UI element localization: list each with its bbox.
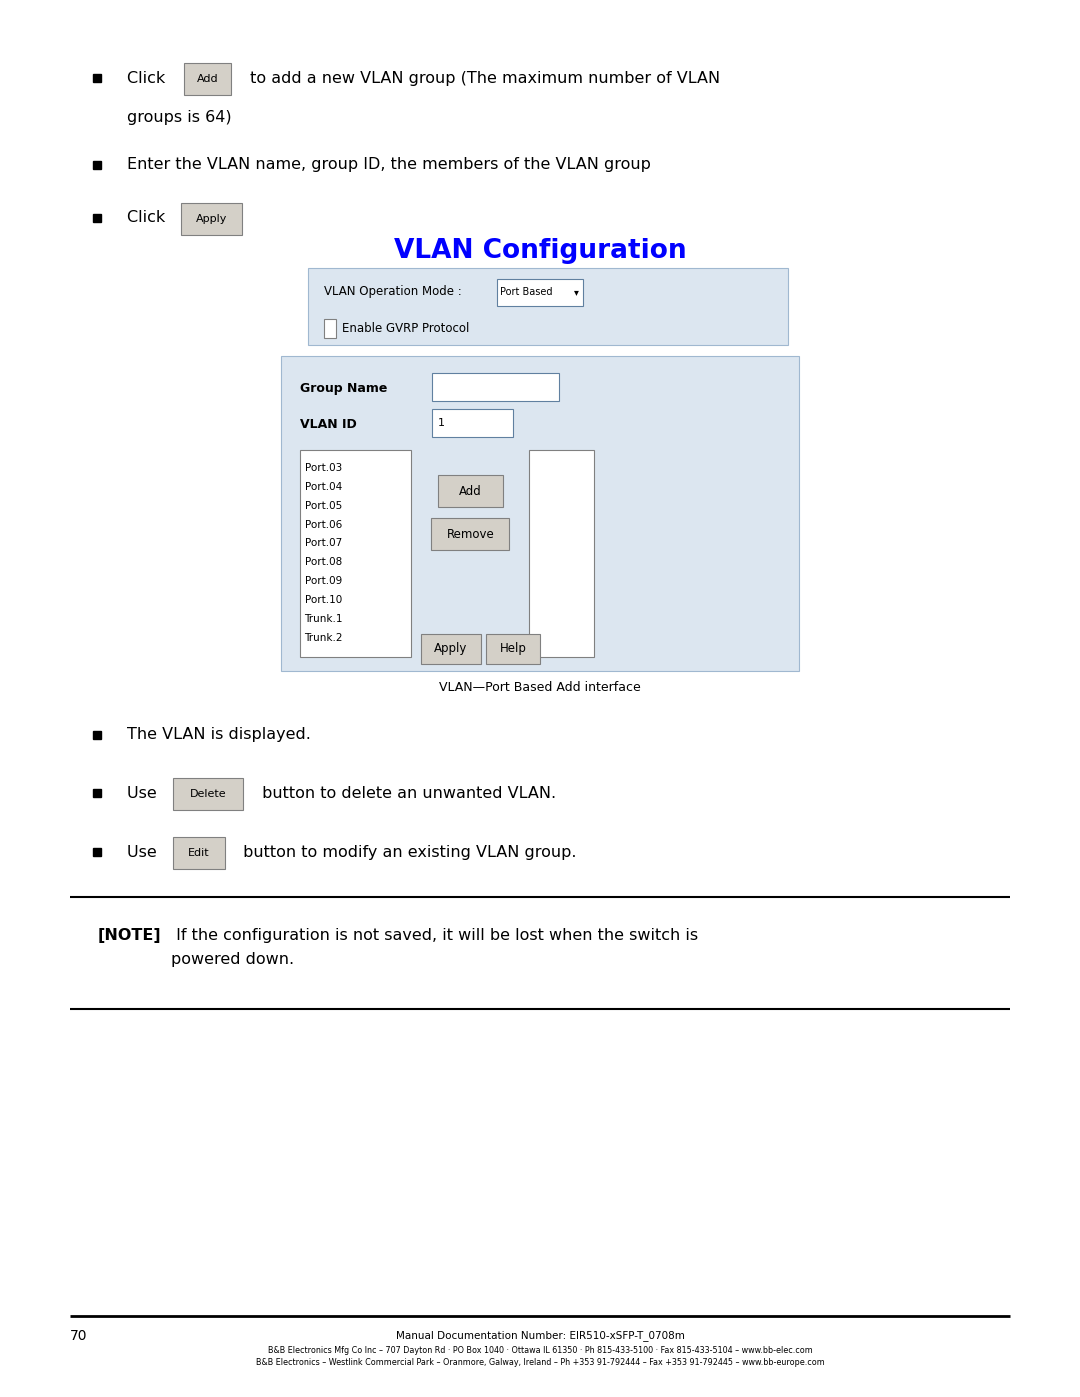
Text: [NOTE]: [NOTE] — [97, 928, 161, 943]
FancyBboxPatch shape — [432, 373, 559, 401]
Text: Apply: Apply — [195, 214, 228, 224]
Text: to add a new VLAN group (The maximum number of VLAN: to add a new VLAN group (The maximum num… — [245, 71, 720, 85]
Text: ▾: ▾ — [575, 286, 579, 298]
Text: Port.05: Port.05 — [305, 500, 341, 511]
Text: Port.04: Port.04 — [305, 482, 341, 492]
Text: Manual Documentation Number: EIR510-xSFP-T_0708m: Manual Documentation Number: EIR510-xSFP… — [395, 1330, 685, 1341]
Text: Port.10: Port.10 — [305, 595, 341, 605]
Text: button to modify an existing VLAN group.: button to modify an existing VLAN group. — [238, 845, 576, 859]
Text: Apply: Apply — [434, 643, 468, 655]
Text: Port.07: Port.07 — [305, 538, 341, 549]
Text: Port.03: Port.03 — [305, 462, 341, 474]
Text: 1: 1 — [437, 418, 444, 429]
FancyBboxPatch shape — [486, 634, 540, 664]
Text: Use: Use — [127, 845, 162, 859]
FancyBboxPatch shape — [529, 450, 594, 657]
FancyBboxPatch shape — [497, 279, 583, 306]
FancyBboxPatch shape — [308, 268, 788, 345]
Text: Port.06: Port.06 — [305, 520, 341, 529]
FancyBboxPatch shape — [281, 356, 799, 671]
Text: VLAN Configuration: VLAN Configuration — [394, 239, 686, 264]
FancyBboxPatch shape — [432, 518, 510, 550]
Text: Edit: Edit — [188, 848, 210, 858]
FancyBboxPatch shape — [173, 778, 243, 810]
Text: Port Based: Port Based — [500, 286, 553, 298]
Text: Port.09: Port.09 — [305, 576, 341, 587]
Text: Port.08: Port.08 — [305, 557, 341, 567]
Text: Add: Add — [197, 74, 218, 84]
Text: Trunk.2: Trunk.2 — [305, 633, 343, 643]
Text: VLAN—Port Based Add interface: VLAN—Port Based Add interface — [440, 680, 640, 694]
Text: Trunk.1: Trunk.1 — [305, 613, 343, 624]
Text: button to delete an unwanted VLAN.: button to delete an unwanted VLAN. — [257, 787, 556, 800]
Text: Click: Click — [127, 71, 171, 85]
Text: Help: Help — [500, 643, 526, 655]
Text: Remove: Remove — [446, 528, 495, 541]
Text: VLAN ID: VLAN ID — [300, 418, 357, 432]
FancyBboxPatch shape — [438, 475, 502, 507]
Text: Add: Add — [459, 485, 482, 497]
FancyBboxPatch shape — [432, 409, 513, 437]
Text: The VLAN is displayed.: The VLAN is displayed. — [127, 728, 311, 742]
FancyBboxPatch shape — [421, 634, 481, 664]
FancyBboxPatch shape — [181, 203, 242, 235]
Text: Enable GVRP Protocol: Enable GVRP Protocol — [342, 321, 470, 335]
Text: Group Name: Group Name — [300, 381, 388, 395]
Text: B&B Electronics Mfg Co Inc – 707 Dayton Rd · PO Box 1040 · Ottawa IL 61350 · Ph : B&B Electronics Mfg Co Inc – 707 Dayton … — [268, 1347, 812, 1355]
Text: If the configuration is not saved, it will be lost when the switch is
powered do: If the configuration is not saved, it wi… — [171, 928, 698, 967]
Text: 70: 70 — [70, 1329, 87, 1343]
Text: B&B Electronics – Westlink Commercial Park – Oranmore, Galway, Ireland – Ph +353: B&B Electronics – Westlink Commercial Pa… — [256, 1358, 824, 1366]
Text: Delete: Delete — [190, 789, 226, 799]
FancyBboxPatch shape — [300, 450, 411, 657]
Text: VLAN Operation Mode :: VLAN Operation Mode : — [324, 285, 462, 299]
FancyBboxPatch shape — [184, 63, 231, 95]
Text: Enter the VLAN name, group ID, the members of the VLAN group: Enter the VLAN name, group ID, the membe… — [127, 158, 651, 172]
FancyBboxPatch shape — [173, 837, 225, 869]
FancyBboxPatch shape — [324, 319, 336, 338]
Text: Use: Use — [127, 787, 162, 800]
Text: groups is 64): groups is 64) — [127, 110, 232, 124]
Text: Click: Click — [127, 211, 171, 225]
